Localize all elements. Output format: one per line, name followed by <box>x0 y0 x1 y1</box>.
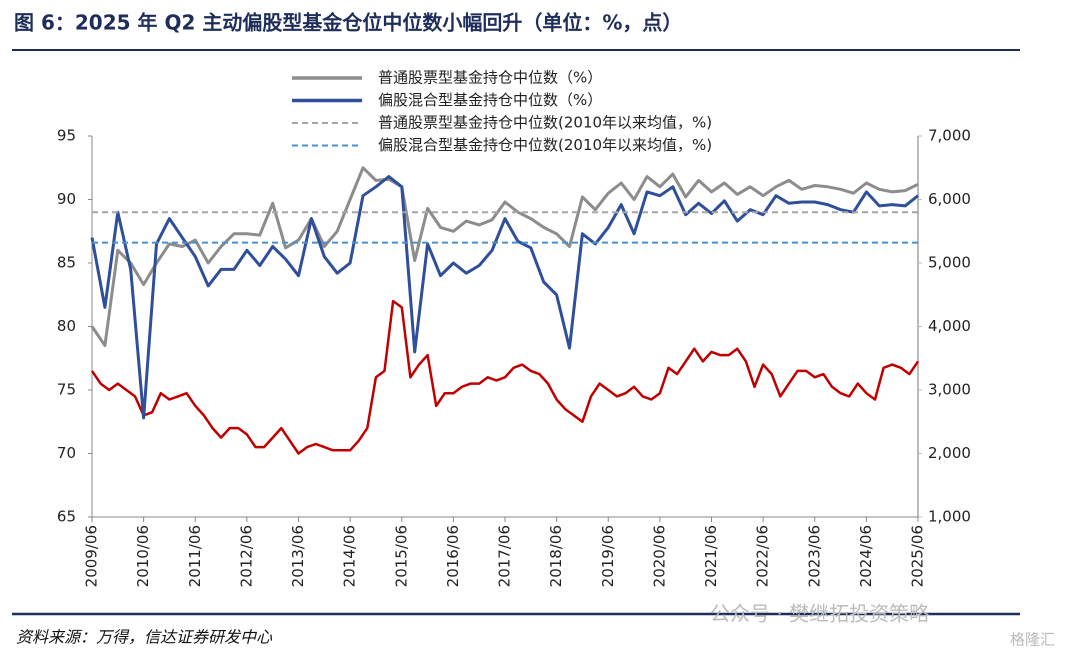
x-tick-label: 2020/06 <box>650 525 668 587</box>
x-tick-label: 2022/06 <box>754 525 772 587</box>
x-tick-label: 2012/06 <box>237 525 255 587</box>
y2-tick-label: 6,000 <box>928 190 971 208</box>
x-tick-label: 2014/06 <box>341 525 359 587</box>
x-tick-label: 2023/06 <box>805 525 823 587</box>
y2-tick-label: 1,000 <box>928 508 971 526</box>
x-tick-label: 2018/06 <box>547 525 565 587</box>
y-tick-label: 75 <box>57 381 76 399</box>
legend-item: 普通股票型基金持仓中位数(2010年以来均值，%) <box>292 114 712 132</box>
x-tick-label: 2019/06 <box>599 525 617 587</box>
series-line <box>90 166 919 347</box>
index-line <box>90 299 920 455</box>
y2-tick-label: 2,000 <box>928 444 971 462</box>
y-tick-label: 95 <box>57 127 76 145</box>
legend-item: 偏股混合型基金持仓中位数(2010年以来均值，%) <box>292 136 712 154</box>
legend-item: 偏股混合型基金持仓中位数（%） <box>292 91 602 109</box>
y2-tick-label: 7,000 <box>928 127 971 145</box>
x-tick-label: 2013/06 <box>289 525 307 587</box>
legend-label: 普通股票型基金持仓中位数（%） <box>378 69 602 87</box>
legend-label: 偏股混合型基金持仓中位数(2010年以来均值，%) <box>378 136 712 154</box>
y2-tick-label: 3,000 <box>928 381 971 399</box>
y-tick-label: 80 <box>57 317 76 335</box>
x-tick-label: 2009/06 <box>83 525 101 587</box>
y-tick-label: 90 <box>57 190 76 208</box>
x-tick-label: 2010/06 <box>134 525 152 587</box>
watermark: 公众号 · 樊继拓投资策略 <box>710 602 929 626</box>
legend-item: 普通股票型基金持仓中位数（%） <box>292 69 602 87</box>
x-tick-label: 2016/06 <box>444 525 462 587</box>
x-tick-label: 2015/06 <box>392 525 410 587</box>
y-tick-label: 65 <box>57 508 76 526</box>
x-tick-label: 2024/06 <box>857 525 875 587</box>
series-line <box>90 175 919 420</box>
y2-tick-label: 4,000 <box>928 317 971 335</box>
x-tick-label: 2011/06 <box>186 525 204 587</box>
watermark-logo: 格隆汇 <box>1010 631 1055 649</box>
y-tick-label: 85 <box>57 254 76 272</box>
legend-label: 偏股混合型基金持仓中位数（%） <box>378 91 602 109</box>
y2-tick-label: 5,000 <box>928 254 971 272</box>
chart-title: 图 6：2025 年 Q2 主动偏股型基金仓位中位数小幅回升（单位：%，点） <box>14 11 682 35</box>
legend-label: 普通股票型基金持仓中位数(2010年以来均值，%) <box>378 114 712 132</box>
x-tick-label: 2021/06 <box>702 525 720 587</box>
y-tick-label: 70 <box>57 444 76 462</box>
source: 资料来源：万得，信达证券研发中心 <box>16 628 273 647</box>
x-tick-label: 2017/06 <box>496 525 514 587</box>
x-tick-label: 2025/06 <box>909 525 927 587</box>
